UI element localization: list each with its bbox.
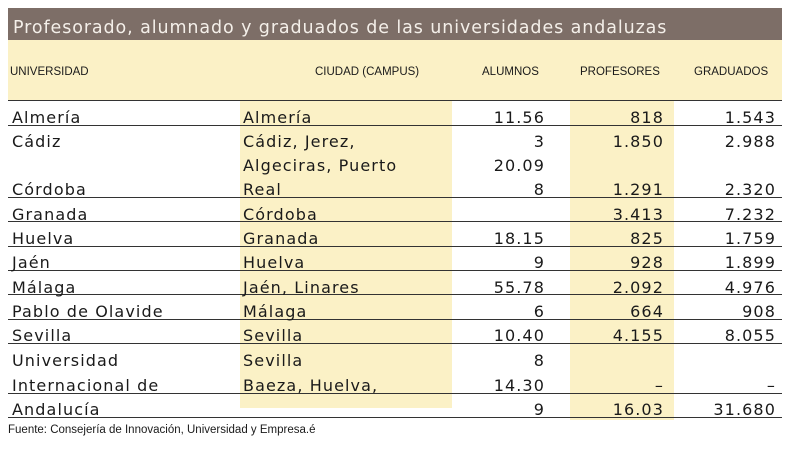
header-ciudad: CIUDAD (CAMPUS) — [315, 66, 420, 78]
row-rule — [8, 343, 782, 344]
cell-graduados: 7.232 — [724, 205, 776, 224]
cell-graduados: – — [766, 376, 776, 395]
cell-graduados: 8.055 — [724, 326, 776, 345]
row-rule — [8, 270, 782, 271]
cell-graduados: 2.988 — [724, 132, 776, 151]
cell-alumnos: 18.15 — [493, 229, 545, 248]
header-shade — [8, 40, 782, 100]
header-universidad: UNIVERSIDAD — [10, 66, 89, 78]
row-rule — [8, 294, 782, 295]
header-graduados: GRADUADOS — [694, 66, 769, 78]
header-rule — [8, 100, 782, 101]
title-bar: Profesorado, alumnado y graduados de las… — [8, 8, 782, 40]
cell-profesores: 2.092 — [612, 278, 664, 297]
cell-profesores: 1.850 — [612, 132, 664, 151]
cell-ciudad: Algeciras, Puerto — [243, 156, 398, 175]
cell-ciudad: Jaén, Linares — [243, 278, 360, 297]
cell-alumnos: 9 — [533, 400, 545, 419]
cell-universidad: Universidad — [12, 351, 120, 370]
cell-ciudad: Sevilla — [243, 351, 304, 370]
table-title: Profesorado, alumnado y graduados de las… — [13, 18, 668, 38]
cell-alumnos: 11.56 — [493, 108, 545, 127]
cell-universidad: Andalucía — [12, 400, 101, 419]
cell-graduados: 1.543 — [724, 108, 776, 127]
row-rule — [8, 246, 782, 247]
row-rule — [8, 221, 782, 222]
cell-alumnos: 6 — [533, 302, 545, 321]
cell-ciudad: Córdoba — [243, 205, 318, 224]
cell-universidad: Málaga — [12, 278, 77, 297]
cell-graduados: 908 — [742, 302, 776, 321]
cell-universidad: Córdoba — [12, 180, 87, 199]
cell-ciudad: Huelva — [243, 253, 306, 272]
cell-profesores: 664 — [630, 302, 664, 321]
cell-alumnos: 55.78 — [493, 278, 545, 297]
row-rule — [8, 417, 782, 418]
ciudad-column-shade — [240, 100, 452, 408]
cell-alumnos: 8 — [533, 180, 545, 199]
cell-universidad: Sevilla — [12, 326, 73, 345]
cell-ciudad: Cádiz, Jerez, — [243, 132, 356, 151]
cell-profesores: 16.03 — [612, 400, 664, 419]
cell-ciudad: Granada — [243, 229, 320, 248]
cell-ciudad: Baeza, Huelva, — [243, 376, 379, 395]
cell-universidad: Almería — [12, 108, 82, 127]
row-rule — [8, 197, 782, 198]
cell-ciudad: Almería — [243, 108, 313, 127]
cell-profesores: 928 — [630, 253, 664, 272]
cell-ciudad: Sevilla — [243, 326, 304, 345]
row-rule — [8, 393, 782, 394]
cell-alumnos: 9 — [533, 253, 545, 272]
cell-alumnos: 20.09 — [493, 156, 545, 175]
cell-graduados: 2.320 — [724, 180, 776, 199]
source-note: Fuente: Consejería de Innovación, Univer… — [8, 424, 316, 436]
cell-ciudad: Real — [243, 180, 282, 199]
cell-alumnos: 14.30 — [493, 376, 545, 395]
header-profesores: PROFESORES — [580, 66, 660, 78]
row-rule — [8, 319, 782, 320]
header-alumnos: ALUMNOS — [482, 66, 539, 78]
cell-alumnos: 10.40 — [493, 326, 545, 345]
cell-universidad: Internacional de — [12, 376, 160, 395]
cell-profesores: – — [654, 376, 664, 395]
cell-alumnos: 3 — [533, 132, 545, 151]
cell-alumnos: 8 — [533, 351, 545, 370]
cell-ciudad: Málaga — [243, 302, 308, 321]
cell-graduados: 1.759 — [724, 229, 776, 248]
row-rule — [8, 125, 782, 126]
cell-graduados: 4.976 — [724, 278, 776, 297]
cell-universidad: Huelva — [12, 229, 75, 248]
cell-universidad: Granada — [12, 205, 89, 224]
cell-profesores: 818 — [630, 108, 664, 127]
cell-universidad: Pablo de Olavide — [12, 302, 164, 321]
profesores-column-shade — [570, 100, 674, 420]
cell-profesores: 4.155 — [612, 326, 664, 345]
cell-profesores: 3.413 — [612, 205, 664, 224]
cell-graduados: 31.680 — [713, 400, 776, 419]
cell-universidad: Cádiz — [12, 132, 62, 151]
cell-profesores: 825 — [630, 229, 664, 248]
cell-graduados: 1.899 — [724, 253, 776, 272]
cell-profesores: 1.291 — [612, 180, 664, 199]
cell-universidad: Jaén — [12, 253, 51, 272]
